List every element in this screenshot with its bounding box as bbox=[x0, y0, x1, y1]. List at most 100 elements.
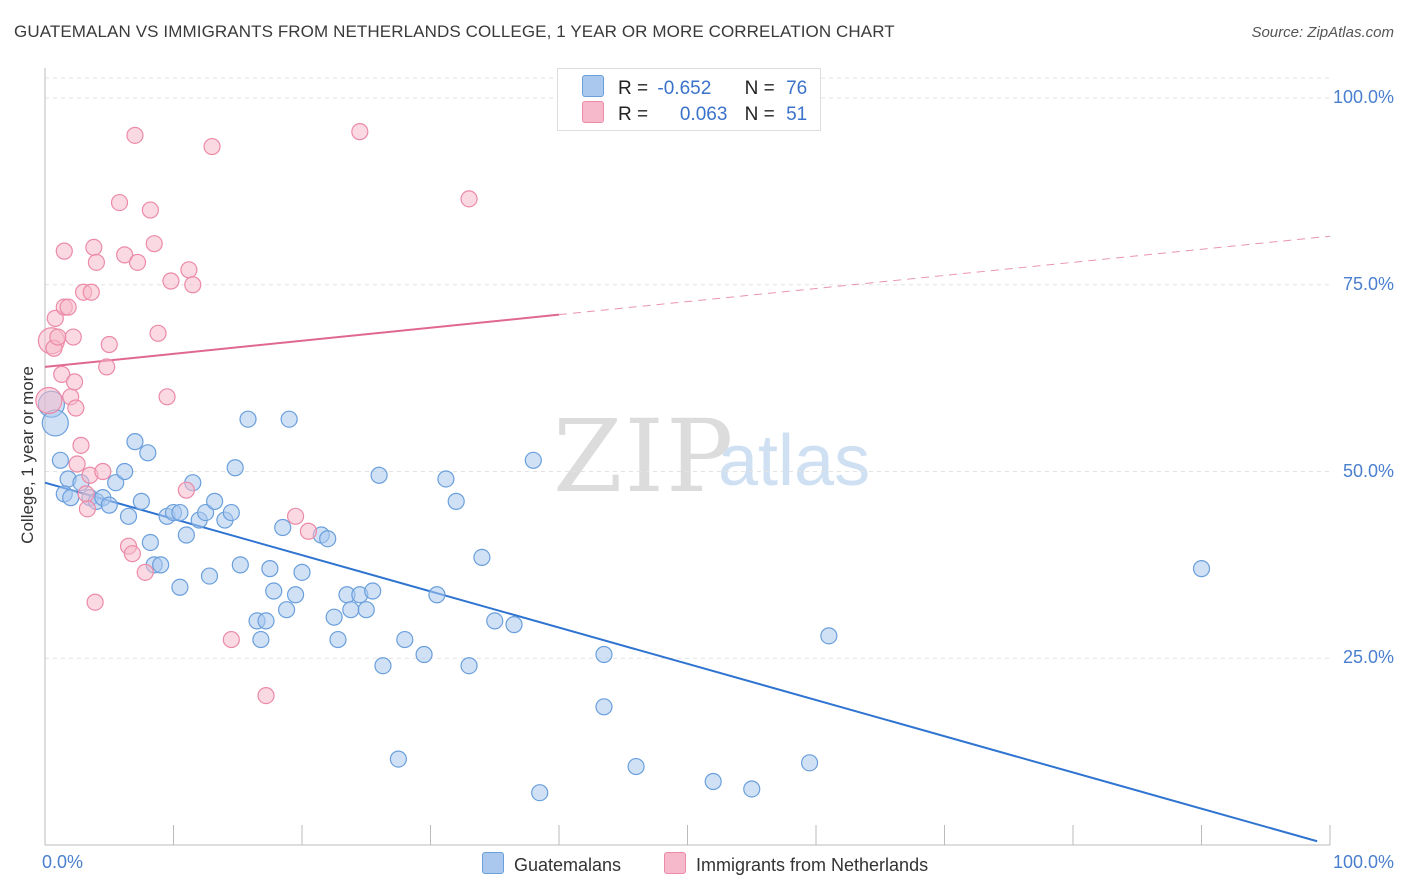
trend-line-dashed bbox=[558, 235, 1331, 316]
netherlands-point bbox=[72, 436, 90, 454]
netherlands-point bbox=[222, 630, 240, 649]
netherlands-point bbox=[82, 283, 100, 301]
netherlands-point bbox=[65, 373, 84, 391]
guatemalans-point bbox=[200, 567, 219, 585]
chart-source: Source: ZipAtlas.com bbox=[1251, 24, 1394, 41]
trend-line-solid bbox=[44, 313, 560, 368]
legend-swatch-blue bbox=[482, 852, 504, 874]
guatemalans-point bbox=[415, 645, 433, 664]
netherlands-point bbox=[59, 298, 77, 316]
guatemalans-point bbox=[132, 492, 150, 510]
netherlands-point bbox=[94, 462, 112, 481]
guatemalans-point bbox=[364, 582, 382, 600]
trend-lines bbox=[44, 235, 1331, 843]
guatemalans-point bbox=[171, 578, 189, 596]
netherlands-point bbox=[126, 126, 144, 144]
guatemalans-point bbox=[704, 772, 722, 791]
guatemalans-point bbox=[126, 433, 144, 451]
netherlands-point bbox=[203, 137, 221, 156]
netherlands-point bbox=[351, 123, 369, 141]
guatemalans-point bbox=[389, 750, 407, 768]
watermark-atlas: atlas bbox=[718, 421, 871, 501]
guatemalans-point bbox=[277, 601, 296, 619]
guatemalans-point bbox=[286, 586, 305, 604]
chart-title: GUATEMALAN VS IMMIGRANTS FROM NETHERLAND… bbox=[14, 22, 895, 41]
guatemalans-point bbox=[141, 533, 159, 552]
guatemalans-point bbox=[265, 582, 283, 600]
guatemalans-point bbox=[319, 530, 337, 548]
guatemalans-point bbox=[51, 451, 70, 469]
netherlands-point bbox=[86, 593, 104, 611]
guatemalans-point bbox=[505, 616, 523, 634]
guatemalans-point bbox=[437, 470, 455, 488]
guatemalans-point bbox=[460, 657, 478, 675]
netherlands-point bbox=[149, 324, 167, 342]
netherlands-point bbox=[180, 261, 198, 279]
netherlands-point bbox=[53, 365, 71, 383]
guatemalans-point bbox=[139, 444, 157, 462]
y-tick-label: 25.0% bbox=[1342, 647, 1394, 668]
netherlands-point bbox=[128, 253, 147, 271]
netherlands-point bbox=[136, 563, 154, 581]
correlation-legend: R = -0.652 N = 76 R = 0.063 N = 51 bbox=[557, 68, 821, 131]
guatemalans-point bbox=[743, 780, 761, 798]
guatemalans-point bbox=[342, 601, 360, 619]
x-tick-label-min: 0.0% bbox=[42, 852, 84, 872]
trend-line bbox=[44, 481, 1318, 843]
legend-r-value: 0.063 bbox=[679, 104, 728, 125]
guatemalans-point bbox=[396, 630, 414, 649]
guatemalans-point bbox=[177, 526, 195, 544]
guatemalans-point bbox=[531, 784, 549, 802]
guatemalans-point bbox=[62, 489, 80, 507]
guatemalans-point bbox=[627, 757, 645, 776]
guatemalans-point bbox=[280, 410, 298, 428]
guatemalans-point bbox=[325, 608, 343, 626]
guatemalans-point bbox=[447, 492, 465, 510]
guatemalans-point bbox=[800, 754, 819, 772]
guatemalans-point bbox=[370, 466, 388, 484]
netherlands-point bbox=[64, 328, 82, 346]
guatemalans-point bbox=[820, 627, 838, 645]
guatemalans-point bbox=[252, 630, 270, 649]
netherlands-point bbox=[68, 455, 86, 473]
guatemalans-point bbox=[329, 630, 347, 649]
netherlands-point bbox=[49, 328, 67, 346]
guatemalans-point bbox=[197, 503, 215, 522]
guatemalans-point bbox=[293, 563, 311, 581]
netherlands-point bbox=[98, 358, 116, 376]
legend-row-guatemalans: R = -0.652 N = 76 bbox=[582, 75, 807, 101]
netherlands-point bbox=[123, 545, 141, 563]
guatemalans-point bbox=[231, 556, 249, 574]
guatemalans-point bbox=[524, 451, 542, 469]
netherlands-point bbox=[460, 190, 478, 208]
netherlands-point bbox=[257, 686, 275, 705]
guatemalans-point bbox=[595, 645, 613, 664]
guatemalans-point bbox=[261, 560, 279, 578]
netherlands-point bbox=[299, 522, 318, 540]
legend-row-netherlands: R = 0.063 N = 51 bbox=[582, 101, 807, 127]
axes bbox=[44, 68, 1331, 846]
y-tick-label: 100.0% bbox=[1332, 87, 1394, 107]
guatemalans-point bbox=[100, 496, 118, 514]
guatemalans-point bbox=[119, 507, 138, 525]
guatemalans-point bbox=[595, 698, 613, 716]
netherlands-point bbox=[78, 500, 97, 518]
netherlands-point bbox=[145, 235, 163, 253]
guatemalans-point bbox=[171, 503, 189, 522]
netherlands-point bbox=[162, 272, 180, 290]
netherlands-point bbox=[286, 507, 305, 525]
netherlands-point bbox=[110, 193, 129, 212]
netherlands-point bbox=[55, 242, 73, 260]
guatemalans-point bbox=[274, 518, 292, 537]
netherlands-point bbox=[184, 276, 202, 294]
netherlands-point bbox=[85, 238, 103, 256]
guatemalans-point bbox=[486, 612, 504, 630]
legend-n-value: 76 bbox=[786, 78, 808, 99]
netherlands-point bbox=[100, 335, 118, 354]
guatemalans-point bbox=[374, 657, 392, 675]
guatemalans-point bbox=[107, 474, 125, 492]
netherlands-point bbox=[87, 253, 106, 271]
y-axis-label: College, 1 year or more bbox=[18, 366, 37, 544]
netherlands-point bbox=[177, 481, 195, 499]
